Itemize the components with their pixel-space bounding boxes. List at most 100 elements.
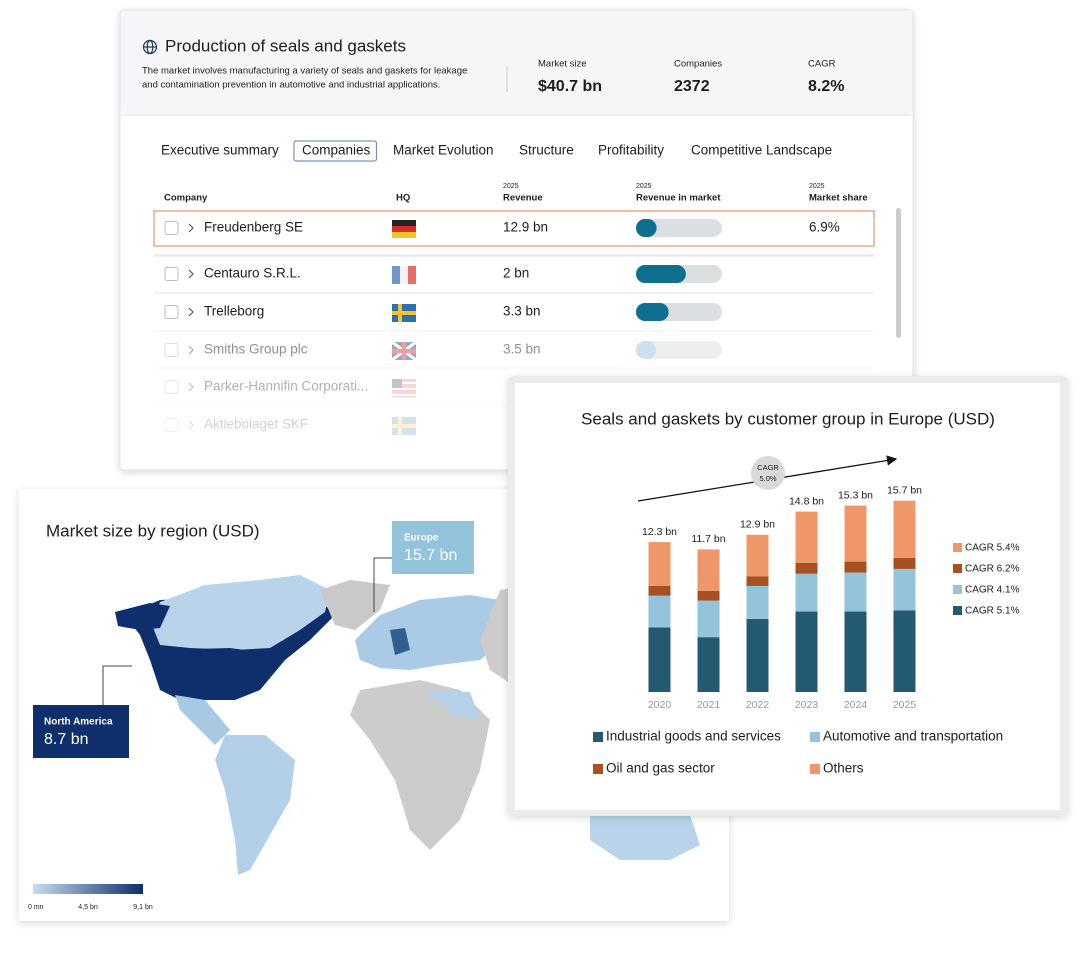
x-tick-label: 2021 (697, 699, 721, 711)
callout-region: Europe (404, 533, 439, 544)
cagr-swatch (953, 564, 962, 573)
bar-segment (746, 576, 769, 586)
bar-segment (893, 610, 916, 692)
bar-fill (636, 341, 656, 359)
description: and contamination prevention in automoti… (142, 80, 440, 91)
stat-value: 2372 (674, 78, 710, 95)
column-header: Company (164, 193, 208, 204)
bar-segment (795, 562, 818, 574)
cagr-bubble (751, 456, 785, 490)
revenue: 12.9 bn (503, 220, 548, 235)
total-label: 11.7 bn (691, 533, 725, 545)
callout-box (392, 521, 474, 574)
header-bg (120, 10, 913, 115)
x-tick-label: 2023 (795, 699, 819, 711)
checkbox[interactable] (164, 305, 179, 319)
table-row: Parker-Hannifin Corporati... (154, 367, 874, 394)
legend-label: Oil and gas sector (606, 761, 715, 776)
flag-se (392, 304, 416, 322)
description: The market involves manufacturing a vari… (142, 66, 467, 77)
bar-segment (893, 500, 916, 558)
cagr-series-label: CAGR 6.2% (965, 564, 1020, 575)
company-name: Centauro S.R.L. (204, 266, 301, 281)
bar-segment (648, 585, 671, 596)
total-label: 15.3 bn (838, 489, 873, 501)
bar-segment (844, 561, 867, 573)
column-header: Revenue in market (636, 193, 721, 204)
bar-segment (746, 585, 769, 619)
legend-label: 9,1 bn (133, 904, 153, 911)
bar-fill (636, 303, 669, 321)
callout-line (373, 557, 392, 612)
column-year: 2025 (503, 183, 519, 190)
bar-segment (746, 534, 769, 577)
chevron (188, 345, 194, 355)
bar-fill (636, 219, 657, 237)
company-name: Trelleborg (204, 304, 264, 319)
map-title: Market size by region (USD) (46, 521, 260, 540)
row-highlight (153, 210, 875, 247)
tab[interactable]: Companies (302, 143, 371, 158)
legend-swatch (810, 732, 820, 742)
bar-segment (893, 568, 916, 611)
legend-label: 4,5 bn (78, 904, 98, 911)
column-header: Market share (809, 193, 868, 204)
legend-label: Automotive and transportation (823, 729, 1003, 744)
company-name: Parker-Hannifin Corporati... (204, 379, 368, 394)
bar-segment (697, 549, 720, 591)
chevron (188, 382, 194, 392)
legend-swatch (593, 764, 603, 774)
tab[interactable]: Executive summary (161, 143, 279, 158)
flag-de (392, 220, 416, 238)
bar-segment (795, 611, 818, 692)
cagr-swatch (953, 585, 962, 594)
legend-label: Others (823, 761, 864, 776)
x-tick-label: 2022 (746, 699, 770, 711)
flag-se (392, 417, 416, 435)
cagr-series-label: CAGR 5.1% (965, 606, 1020, 617)
checkbox[interactable] (164, 267, 179, 281)
callout-line (102, 665, 132, 705)
table-row: Trelleborg 3.3 bn (154, 292, 874, 321)
bar-segment (844, 505, 867, 562)
company-name: Freudenberg SE (204, 220, 303, 235)
bar-track (636, 341, 722, 359)
chevron (188, 307, 194, 317)
tab[interactable]: Structure (519, 143, 574, 158)
x-tick-label: 2025 (893, 699, 917, 711)
bar-segment (795, 573, 818, 612)
bar-segment (844, 572, 867, 612)
cagr-series-label: CAGR 5.4% (965, 543, 1020, 554)
revenue: 3.5 bn (503, 342, 541, 357)
cagr-label: CAGR (757, 463, 779, 472)
checkbox[interactable] (164, 343, 179, 357)
checkbox[interactable] (164, 380, 179, 394)
tab[interactable]: Market Evolution (393, 143, 494, 158)
globe-icon (142, 39, 158, 55)
callout-region: North America (44, 717, 113, 728)
bar-segment (746, 618, 769, 692)
company-name: Smiths Group plc (204, 342, 308, 357)
checkbox[interactable] (164, 418, 179, 432)
total-label: 15.7 bn (887, 484, 922, 496)
cagr-swatch (953, 543, 962, 552)
column-year: 2025 (636, 183, 652, 190)
total-label: 12.9 bn (740, 519, 775, 531)
company-name: Aktiebolaget SKF (204, 417, 308, 432)
bar-segment (844, 611, 867, 692)
bar-segment (893, 557, 916, 569)
stat-label: Companies (674, 59, 722, 70)
flag-gb (391, 340, 417, 362)
tab[interactable]: Profitability (598, 143, 664, 158)
bar-segment (648, 595, 671, 628)
tab[interactable]: Competitive Landscape (691, 143, 832, 158)
callout-value: 8.7 bn (44, 731, 88, 748)
legend-swatch (810, 764, 820, 774)
checkbox[interactable] (164, 221, 179, 235)
table-row: Smiths Group plc 3.5 bn (154, 330, 874, 359)
total-label: 14.8 bn (789, 495, 824, 507)
legend-label: 0 mn (28, 904, 44, 911)
legend-scale (33, 884, 143, 894)
cagr-swatch (953, 606, 962, 615)
